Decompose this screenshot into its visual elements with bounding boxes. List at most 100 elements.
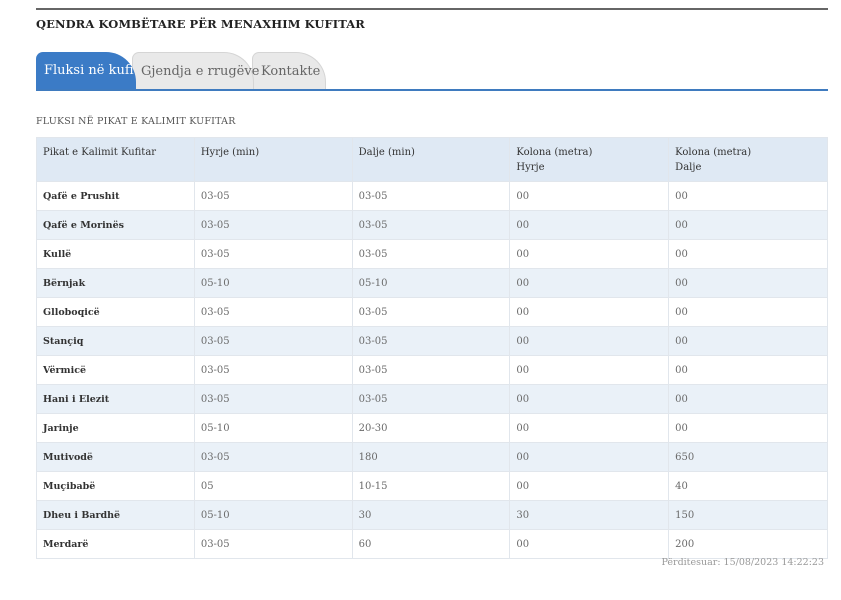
exit-time-cell: 03-05 [351,326,511,356]
tab-underline [36,89,828,91]
queue-exit-cell: 00 [668,326,828,356]
crossing-name-cell: Qafë e Morinës [36,210,195,240]
queue-entry-cell: 00 [509,384,670,414]
section-title: FLUKSI NË PIKAT E KALIMIT KUFITAR [36,116,236,127]
table-row: Glloboqicë 03-05 03-05 00 00 [36,297,828,327]
table-row: Qafë e Morinës 03-05 03-05 00 00 [36,210,828,240]
table-row: Vërmicë 03-05 03-05 00 00 [36,355,828,385]
entry-time-cell: 05-10 [193,413,353,443]
crossing-name-cell: Bërnjak [36,268,195,298]
queue-entry-cell: 00 [509,239,670,269]
queue-entry-cell: 00 [509,471,670,501]
col-header-crossing: Pikat e Kalimit Kufitar [36,137,195,182]
top-divider [36,8,828,10]
table-row: Muçibabë 05 10-15 00 40 [36,471,828,501]
col-header-label: Dalje (min) [358,147,415,158]
queue-entry-cell: 00 [509,355,670,385]
queue-exit-cell: 00 [668,355,828,385]
table-row: Jarinje 05-10 20-30 00 00 [36,413,828,443]
table-body: Qafë e Prushit 03-05 03-05 00 00 Qafë e Morin… [36,181,828,559]
exit-time-cell: 03-05 [351,210,511,240]
tab-road-conditions[interactable]: Gjendja e rrugëve [132,52,259,89]
queue-exit-cell: 00 [668,268,828,298]
crossing-name-cell: Mutivodë [36,442,195,472]
tab-bar: Kontakte Gjendja e rrugëve Fluksi në kuf… [36,52,828,91]
entry-time-cell: 03-05 [193,355,353,385]
table-header-row: Pikat e Kalimit Kufitar Hyrje (min) Dalj… [36,137,828,182]
entry-time-cell: 05-10 [193,268,353,298]
queue-exit-cell: 00 [668,239,828,269]
table-row: Dheu i Bardhë 05-10 30 30 150 [36,500,828,530]
table-row: Kullë 03-05 03-05 00 00 [36,239,828,269]
col-header-sublabel: Dalje [675,162,702,173]
crossing-name-cell: Vërmicë [36,355,195,385]
queue-entry-cell: 00 [509,297,670,327]
crossing-name-cell: Stançiq [36,326,195,356]
col-header-label: Kolona (metra) [675,147,752,158]
col-header-queue-entry: Kolona (metra) Hyrje [509,137,670,182]
table-row: Hani i Elezit 03-05 03-05 00 00 [36,384,828,414]
queue-entry-cell: 00 [509,326,670,356]
queue-exit-cell: 200 [668,529,828,559]
entry-time-cell: 03-05 [193,529,353,559]
entry-time-cell: 05 [193,471,353,501]
queue-exit-cell: 00 [668,210,828,240]
crossing-name-cell: Glloboqicë [36,297,195,327]
queue-exit-cell: 00 [668,181,828,211]
queue-entry-cell: 30 [509,500,670,530]
col-header-label: Kolona (metra) [516,147,593,158]
queue-exit-cell: 150 [668,500,828,530]
queue-exit-cell: 00 [668,297,828,327]
table-row: Bërnjak 05-10 05-10 00 00 [36,268,828,298]
col-header-entry: Hyrje (min) [193,137,353,182]
queue-entry-cell: 00 [509,268,670,298]
entry-time-cell: 03-05 [193,297,353,327]
entry-time-cell: 05-10 [193,500,353,530]
entry-time-cell: 03-05 [193,239,353,269]
exit-time-cell: 03-05 [351,355,511,385]
crossing-name-cell: Merdarë [36,529,195,559]
exit-time-cell: 05-10 [351,268,511,298]
queue-entry-cell: 00 [509,210,670,240]
col-header-sublabel: Hyrje [516,162,545,173]
exit-time-cell: 180 [351,442,511,472]
tab-border-flow[interactable]: Fluksi në kufi [36,52,136,89]
queue-entry-cell: 00 [509,413,670,443]
border-flow-table: Pikat e Kalimit Kufitar Hyrje (min) Dalj… [36,137,828,559]
queue-exit-cell: 00 [668,384,828,414]
crossing-name-cell: Hani i Elezit [36,384,195,414]
exit-time-cell: 03-05 [351,297,511,327]
exit-time-cell: 60 [351,529,511,559]
crossing-name-cell: Kullë [36,239,195,269]
entry-time-cell: 03-05 [193,326,353,356]
exit-time-cell: 03-05 [351,181,511,211]
exit-time-cell: 10-15 [351,471,511,501]
col-header-exit: Dalje (min) [351,137,511,182]
exit-time-cell: 30 [351,500,511,530]
table-row: Merdarë 03-05 60 00 200 [36,529,828,559]
entry-time-cell: 03-05 [193,210,353,240]
site-title: QENDRA KOMBËTARE PËR MENAXHIM KUFITAR [36,17,365,31]
col-header-queue-exit: Kolona (metra) Dalje [668,137,828,182]
queue-exit-cell: 650 [668,442,828,472]
col-header-label: Hyrje (min) [200,147,260,158]
exit-time-cell: 20-30 [351,413,511,443]
entry-time-cell: 03-05 [193,181,353,211]
crossing-name-cell: Dheu i Bardhë [36,500,195,530]
queue-entry-cell: 00 [509,181,670,211]
queue-exit-cell: 00 [668,413,828,443]
exit-time-cell: 03-05 [351,239,511,269]
tab-contacts[interactable]: Kontakte [252,52,326,89]
col-header-label: Pikat e Kalimit Kufitar [43,147,157,158]
exit-time-cell: 03-05 [351,384,511,414]
queue-entry-cell: 00 [509,529,670,559]
queue-entry-cell: 00 [509,442,670,472]
entry-time-cell: 03-05 [193,384,353,414]
table-row: Stançiq 03-05 03-05 00 00 [36,326,828,356]
last-updated: Përditesuar: 15/08/2023 14:22:23 [661,557,824,568]
queue-exit-cell: 40 [668,471,828,501]
entry-time-cell: 03-05 [193,442,353,472]
table-row: Mutivodë 03-05 180 00 650 [36,442,828,472]
crossing-name-cell: Qafë e Prushit [36,181,195,211]
table-row: Qafë e Prushit 03-05 03-05 00 00 [36,181,828,211]
